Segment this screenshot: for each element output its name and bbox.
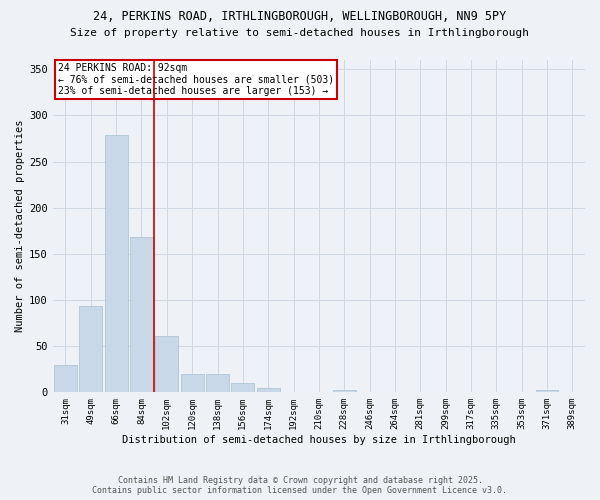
Text: Contains HM Land Registry data © Crown copyright and database right 2025.
Contai: Contains HM Land Registry data © Crown c… (92, 476, 508, 495)
Bar (206, 374, 229, 392)
Bar (232, 383, 254, 392)
Text: 24 PERKINS ROAD: 92sqm
← 76% of semi-detached houses are smaller (503)
23% of se: 24 PERKINS ROAD: 92sqm ← 76% of semi-det… (58, 63, 334, 96)
Bar (333, 390, 356, 392)
X-axis label: Distribution of semi-detached houses by size in Irthlingborough: Distribution of semi-detached houses by … (122, 435, 516, 445)
Bar (79, 306, 102, 392)
Text: Size of property relative to semi-detached houses in Irthlingborough: Size of property relative to semi-detach… (71, 28, 530, 38)
Bar (155, 336, 178, 392)
Bar (536, 390, 559, 392)
Bar (130, 237, 153, 392)
Bar (257, 388, 280, 392)
Y-axis label: Number of semi-detached properties: Number of semi-detached properties (15, 120, 25, 332)
Bar (105, 135, 128, 392)
Bar (181, 374, 203, 392)
Text: 24, PERKINS ROAD, IRTHLINGBOROUGH, WELLINGBOROUGH, NN9 5PY: 24, PERKINS ROAD, IRTHLINGBOROUGH, WELLI… (94, 10, 506, 23)
Bar (54, 364, 77, 392)
